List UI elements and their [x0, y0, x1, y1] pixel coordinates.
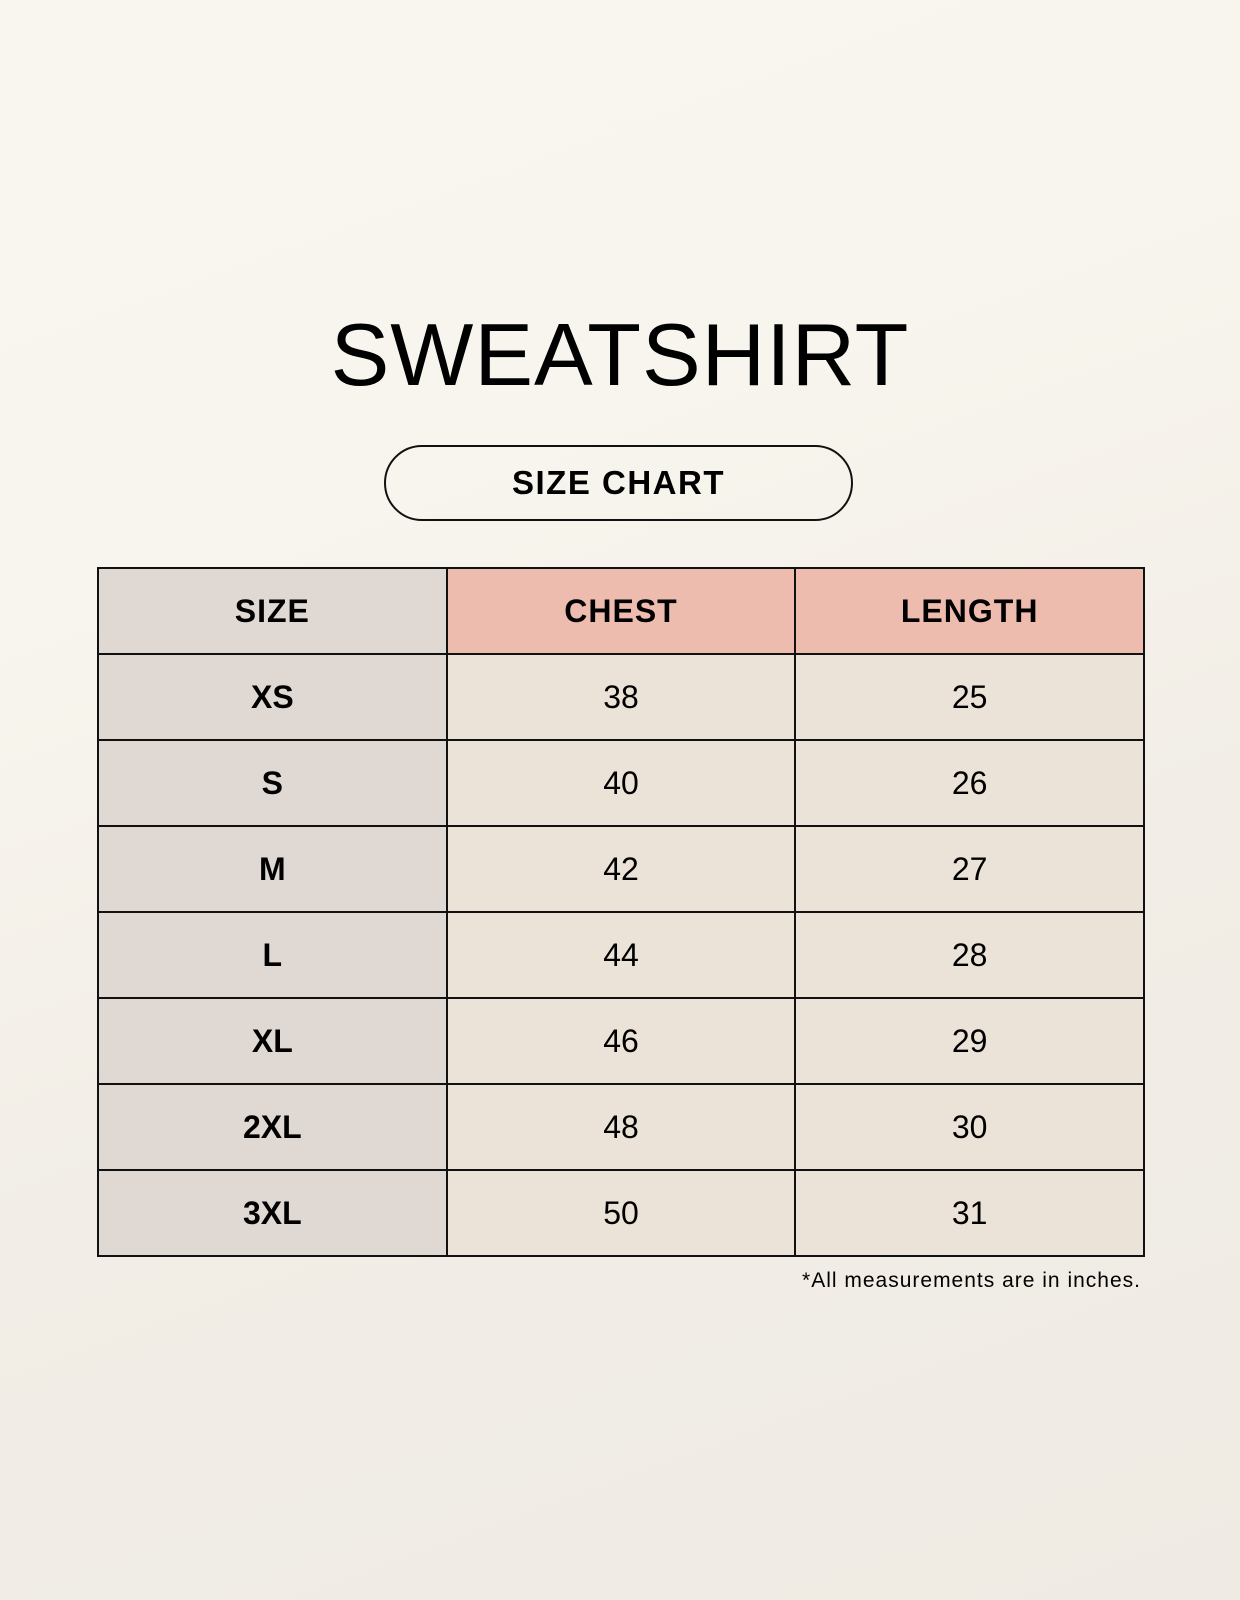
page-title: SWEATSHIRT — [330, 305, 910, 404]
measurement-note: *All measurements are in inches. — [802, 1269, 1141, 1292]
size-cell: 2XL — [97, 1083, 448, 1171]
table-row: L 44 28 — [97, 911, 1145, 999]
header-size: SIZE — [97, 567, 448, 655]
table-row: 3XL 50 31 — [97, 1169, 1145, 1257]
length-cell: 27 — [794, 825, 1145, 913]
size-table: SIZE CHEST LENGTH XS 38 25 S 40 26 M 42 27 L 44 28 X… — [97, 567, 1145, 1257]
table-row: 2XL 48 30 — [97, 1083, 1145, 1171]
length-cell: 28 — [794, 911, 1145, 999]
table-row: XL 46 29 — [97, 997, 1145, 1085]
chest-cell: 44 — [445, 911, 797, 999]
table-row: M 42 27 — [97, 825, 1145, 913]
size-cell: M — [97, 825, 448, 913]
chest-cell: 46 — [445, 997, 797, 1085]
chest-cell: 50 — [445, 1169, 797, 1257]
size-cell: S — [97, 739, 448, 827]
chest-cell: 42 — [445, 825, 797, 913]
size-cell: L — [97, 911, 448, 999]
size-cell: XS — [97, 653, 448, 741]
header-length: LENGTH — [794, 567, 1145, 655]
chest-cell: 40 — [445, 739, 797, 827]
length-cell: 31 — [794, 1169, 1145, 1257]
header-chest: CHEST — [445, 567, 797, 655]
length-cell: 30 — [794, 1083, 1145, 1171]
table-header-row: SIZE CHEST LENGTH — [97, 567, 1145, 655]
chest-cell: 38 — [445, 653, 797, 741]
length-cell: 26 — [794, 739, 1145, 827]
size-cell: XL — [97, 997, 448, 1085]
length-cell: 29 — [794, 997, 1145, 1085]
chest-cell: 48 — [445, 1083, 797, 1171]
table-row: S 40 26 — [97, 739, 1145, 827]
length-cell: 25 — [794, 653, 1145, 741]
table-row: XS 38 25 — [97, 653, 1145, 741]
size-chart-label: SIZE CHART — [384, 445, 853, 521]
size-cell: 3XL — [97, 1169, 448, 1257]
